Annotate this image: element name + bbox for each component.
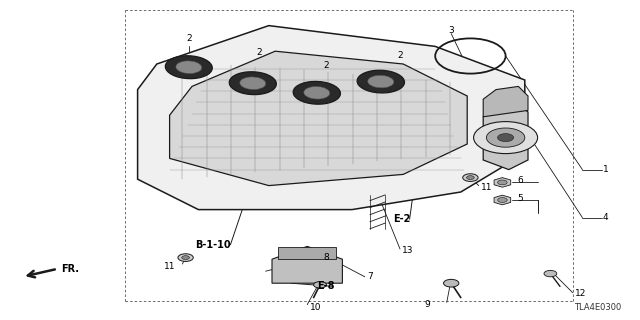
Text: 2: 2 xyxy=(397,52,403,60)
Polygon shape xyxy=(494,178,511,187)
Text: 9: 9 xyxy=(424,300,430,309)
Text: 13: 13 xyxy=(402,246,413,255)
Circle shape xyxy=(467,176,474,180)
Circle shape xyxy=(444,279,459,287)
Text: E-8: E-8 xyxy=(317,281,334,292)
Ellipse shape xyxy=(165,56,212,79)
Circle shape xyxy=(498,180,508,185)
Text: 2: 2 xyxy=(324,61,329,70)
Circle shape xyxy=(498,198,508,203)
Text: 3: 3 xyxy=(449,26,454,35)
Text: 10: 10 xyxy=(310,303,321,312)
Text: E-2: E-2 xyxy=(394,214,411,224)
Text: 1: 1 xyxy=(603,165,609,174)
Text: B-1-10: B-1-10 xyxy=(195,240,231,250)
Polygon shape xyxy=(494,195,511,205)
Text: 8: 8 xyxy=(323,253,329,262)
Ellipse shape xyxy=(240,77,266,90)
Circle shape xyxy=(498,134,514,142)
Circle shape xyxy=(182,256,189,260)
Circle shape xyxy=(474,122,538,154)
Text: TLA4E0300: TLA4E0300 xyxy=(573,303,621,312)
Text: 2: 2 xyxy=(257,48,262,57)
Text: 7: 7 xyxy=(367,272,372,281)
Polygon shape xyxy=(138,26,525,210)
Ellipse shape xyxy=(357,70,404,93)
Circle shape xyxy=(463,174,478,181)
Text: 12: 12 xyxy=(575,289,586,298)
Text: 11: 11 xyxy=(164,262,175,271)
Polygon shape xyxy=(483,104,528,170)
Text: 2: 2 xyxy=(186,34,191,43)
Circle shape xyxy=(178,254,193,261)
Ellipse shape xyxy=(229,72,276,95)
Ellipse shape xyxy=(368,75,394,88)
Circle shape xyxy=(544,270,557,277)
Polygon shape xyxy=(483,86,528,117)
Circle shape xyxy=(314,282,326,288)
Circle shape xyxy=(486,128,525,147)
FancyBboxPatch shape xyxy=(278,247,336,259)
Ellipse shape xyxy=(176,61,202,74)
Polygon shape xyxy=(272,246,342,283)
Text: 11: 11 xyxy=(481,183,493,192)
Ellipse shape xyxy=(304,86,330,99)
Text: 5: 5 xyxy=(517,194,523,203)
Text: 4: 4 xyxy=(603,213,609,222)
Ellipse shape xyxy=(293,81,340,104)
Text: 6: 6 xyxy=(517,176,523,185)
Polygon shape xyxy=(170,51,467,186)
Text: FR.: FR. xyxy=(61,264,79,275)
